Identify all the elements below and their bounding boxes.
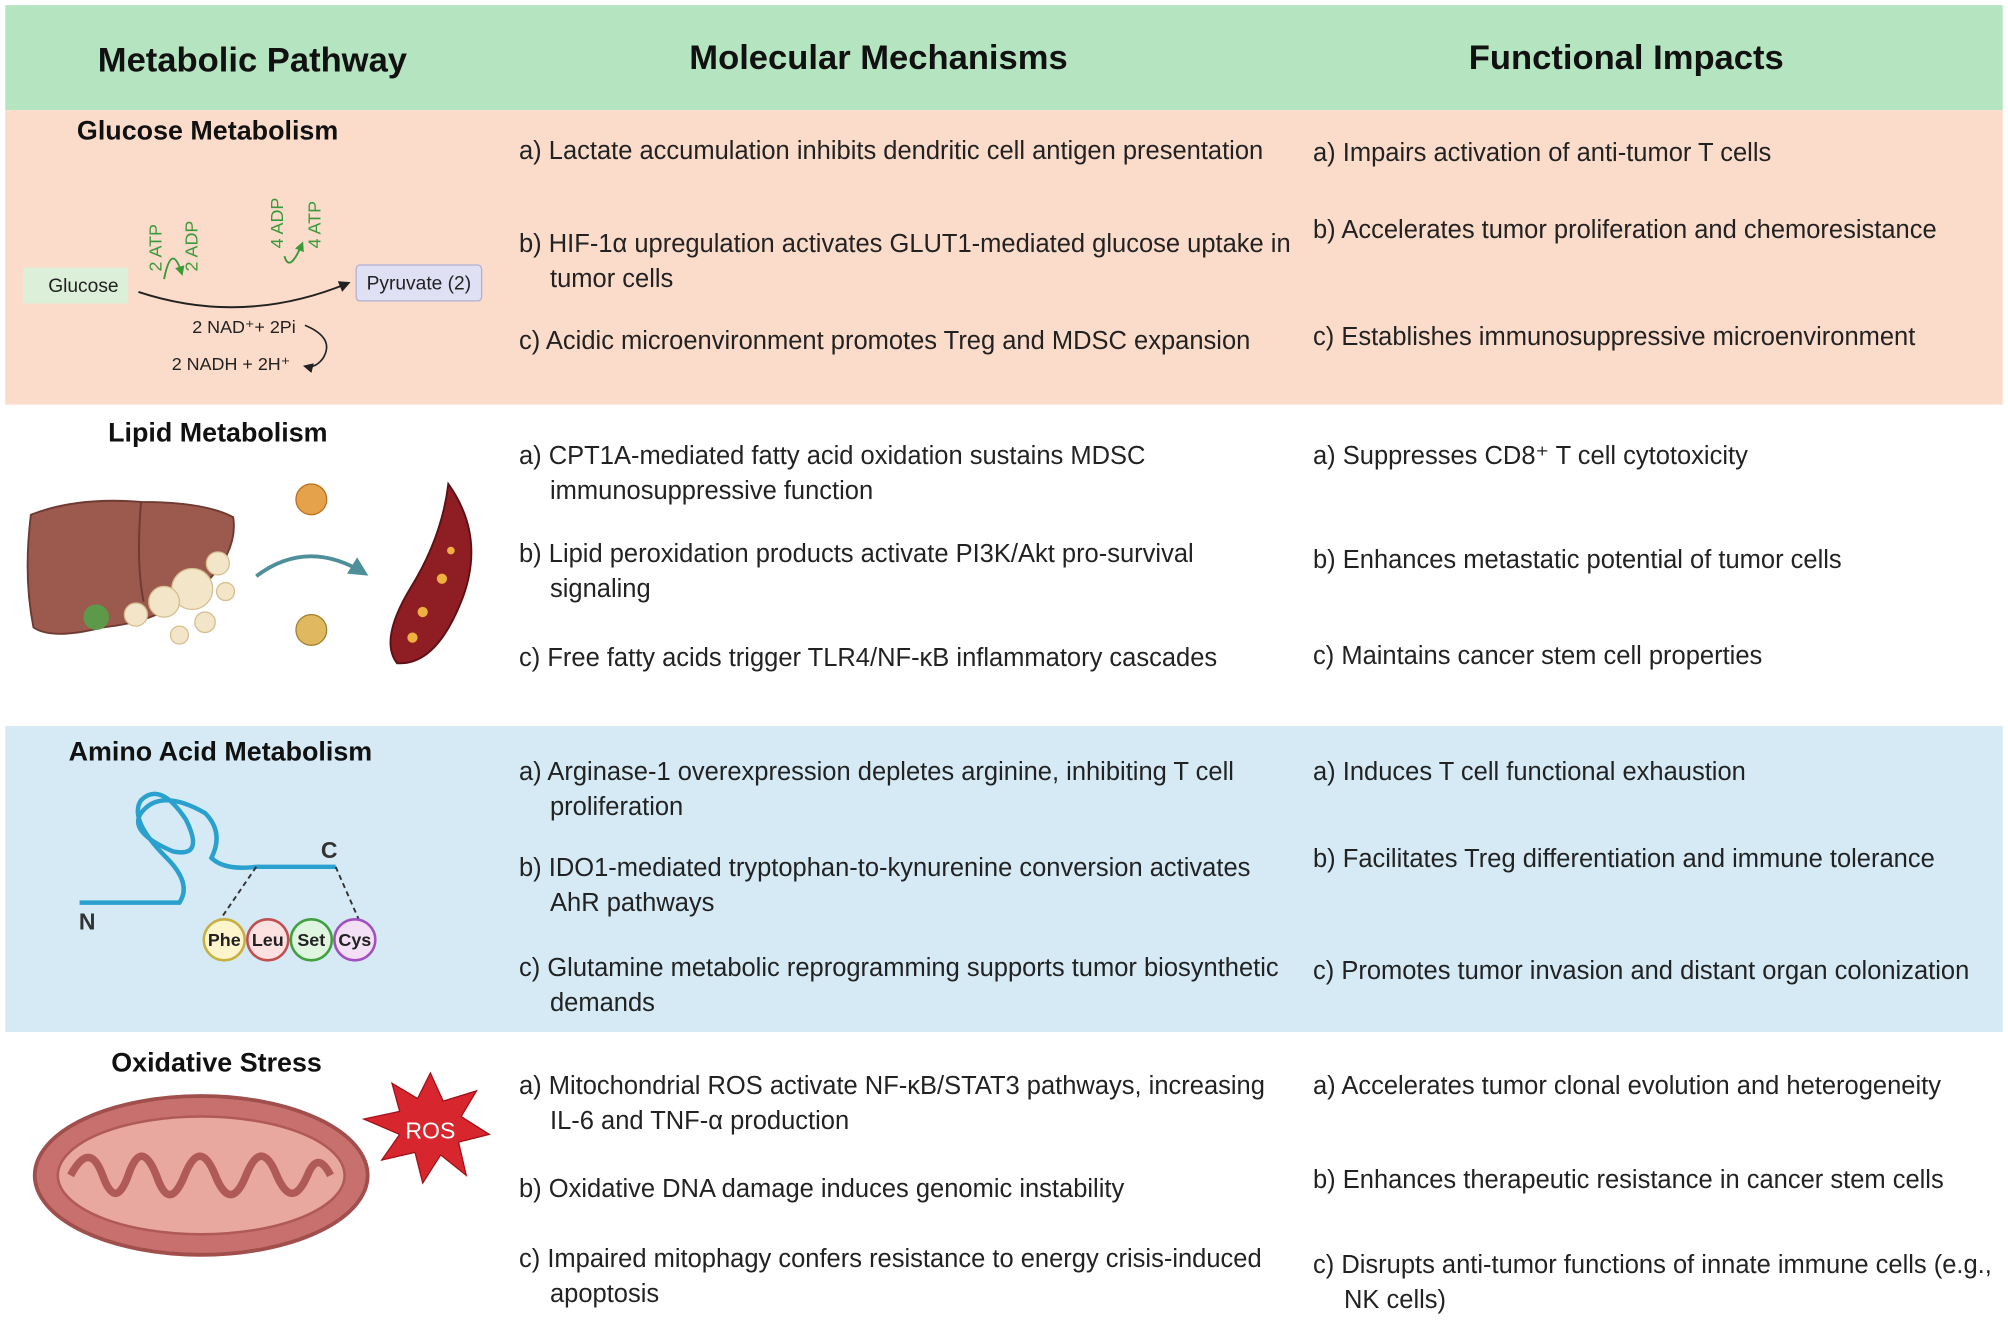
arrow bbox=[138, 281, 351, 309]
impact-item: a) Induces T cell functional exhaustion bbox=[1313, 758, 1746, 786]
impact-item: a) Suppresses CD8⁺ T cell cytotoxicity bbox=[1313, 442, 1748, 470]
label: Cys bbox=[338, 930, 371, 950]
pathway-title: Lipid Metabolism bbox=[108, 418, 328, 448]
mechanism-item: a) Arginase-1 overexpression depletes ar… bbox=[519, 758, 1234, 821]
pathway-title: Glucose Metabolism bbox=[77, 116, 338, 146]
mechanism-item: c) Acidic microenvironment promotes Treg… bbox=[519, 327, 1251, 355]
impact-item: a) Impairs activation of anti-tumor T ce… bbox=[1313, 139, 1772, 167]
pyruvate-box bbox=[355, 264, 483, 302]
column-header: Functional Impacts bbox=[1469, 39, 1784, 77]
pathway-title: Amino Acid Metabolism bbox=[69, 737, 373, 767]
arrow bbox=[302, 324, 328, 373]
impact-item: c) Maintains cancer stem cell properties bbox=[1313, 642, 1763, 670]
label: ROS bbox=[405, 1117, 455, 1143]
label: Leu bbox=[252, 930, 284, 950]
mechanism-item: c) Glutamine metabolic reprogramming sup… bbox=[519, 954, 1279, 1017]
mechanism-item: b) IDO1-mediated tryptophan-to-kynurenin… bbox=[519, 854, 1251, 917]
mechanism-item: b) HIF-1α upregulation activates GLUT1-m… bbox=[519, 230, 1291, 293]
label: Phe bbox=[208, 930, 241, 950]
mechanism-item: c) Free fatty acids trigger TLR4/NF-κB i… bbox=[519, 644, 1218, 672]
arrow bbox=[283, 241, 304, 264]
impact-item: b) Accelerates tumor proliferation and c… bbox=[1313, 216, 1937, 244]
glucose-box bbox=[23, 267, 129, 304]
mechanism-item: a) Mitochondrial ROS activate NF-κB/STAT… bbox=[519, 1072, 1265, 1135]
impact-item: b) Facilitates Treg differentiation and … bbox=[1313, 845, 1935, 873]
mitochondrion-illustration: ROS bbox=[32, 1071, 491, 1257]
impact-item: c) Establishes immunosuppressive microen… bbox=[1313, 323, 1916, 351]
label: 4 ATP bbox=[304, 201, 324, 248]
column-header: Metabolic Pathway bbox=[98, 42, 408, 80]
impact-item: c) Disrupts anti-tumor functions of inna… bbox=[1313, 1251, 1992, 1314]
label: C bbox=[321, 837, 338, 863]
mechanism-item: c) Impaired mitophagy confers resistance… bbox=[519, 1245, 1262, 1308]
row-band bbox=[5, 110, 2003, 405]
impact-item: b) Enhances metastatic potential of tumo… bbox=[1313, 546, 1842, 574]
label: N bbox=[79, 909, 96, 935]
column-header: Molecular Mechanisms bbox=[689, 39, 1067, 77]
header-band bbox=[5, 5, 2003, 111]
protein-illustration: N C Phe Leu Set Cys bbox=[79, 791, 377, 962]
impact-item: b) Enhances therapeutic resistance in ca… bbox=[1313, 1166, 1944, 1194]
mechanism-item: a) Lactate accumulation inhibits dendrit… bbox=[519, 137, 1264, 165]
label: 2 ATP bbox=[146, 224, 166, 271]
glycolysis-illustration: Glucose Pyruvate (2) 2 ATP 2 ADP 4 ADP 4… bbox=[23, 198, 483, 374]
label: 2 ADP bbox=[181, 221, 201, 272]
label: 4 ADP bbox=[267, 198, 287, 249]
row-band bbox=[5, 725, 2003, 1032]
impact-item: a) Accelerates tumor clonal evolution an… bbox=[1313, 1072, 1941, 1100]
pathway-title: Oxidative Stress bbox=[111, 1048, 322, 1078]
label: Set bbox=[297, 930, 325, 950]
arrow bbox=[163, 257, 185, 280]
label: 2 NADH + 2H⁺ bbox=[172, 354, 290, 374]
mechanism-item: b) Oxidative DNA damage induces genomic … bbox=[519, 1175, 1125, 1203]
label: Glucose bbox=[48, 276, 118, 297]
label: Pyruvate (2) bbox=[367, 273, 472, 294]
mechanism-item: a) CPT1A-mediated fatty acid oxidation s… bbox=[519, 442, 1146, 505]
label: 2 NAD⁺+ 2Pi bbox=[192, 317, 296, 337]
lipid-illustration bbox=[26, 481, 473, 665]
impact-item: c) Promotes tumor invasion and distant o… bbox=[1313, 957, 1970, 985]
mechanism-item: b) Lipid peroxidation products activate … bbox=[519, 540, 1194, 603]
